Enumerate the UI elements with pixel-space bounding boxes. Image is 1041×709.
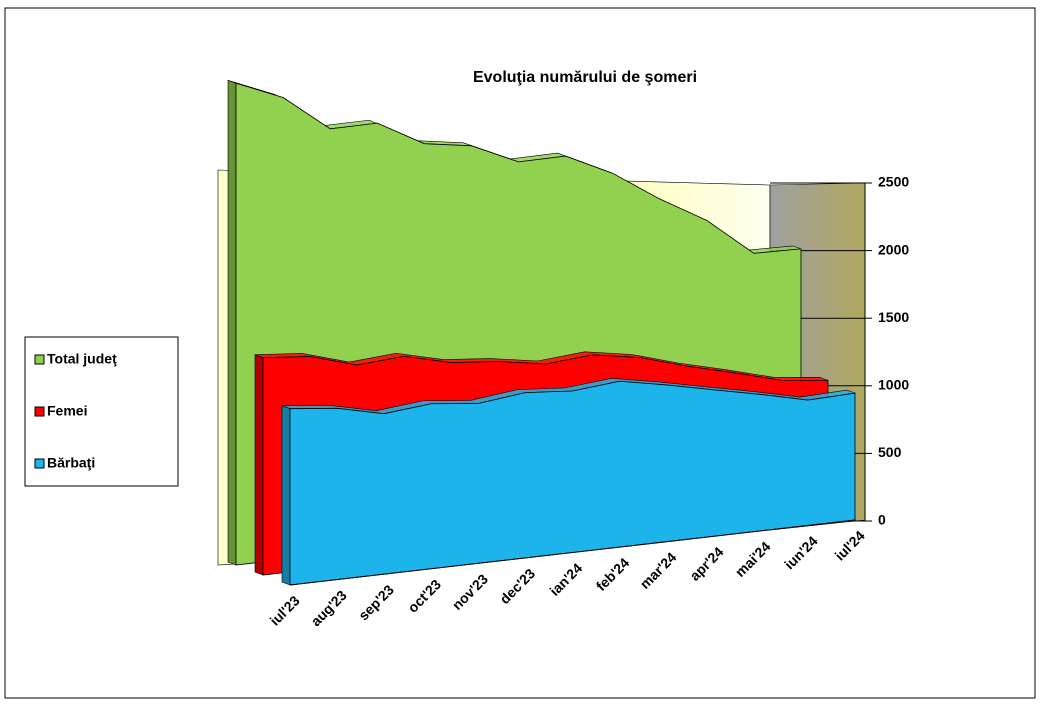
area-side [281,405,291,586]
y-tick-label: 2500 [878,174,909,190]
y-tick-label: 500 [878,444,902,460]
legend-swatch [34,354,45,365]
legend-swatch [34,406,45,417]
area-side [227,79,237,566]
y-tick-label: 1000 [878,377,909,393]
y-tick-label: 2000 [878,241,909,257]
floor-edge [289,519,856,586]
chart-title: Evoluţia numărului de şomeri [473,69,697,86]
legend-label: Total judeţ [47,351,117,367]
legend-swatch [34,458,45,469]
y-tick-label: 1500 [878,309,909,325]
legend-label: Femei [47,403,87,419]
legend-label: Bărbaţi [47,455,95,471]
legend [24,336,179,487]
area-side [254,354,264,576]
y-tick-label: 0 [878,512,886,528]
